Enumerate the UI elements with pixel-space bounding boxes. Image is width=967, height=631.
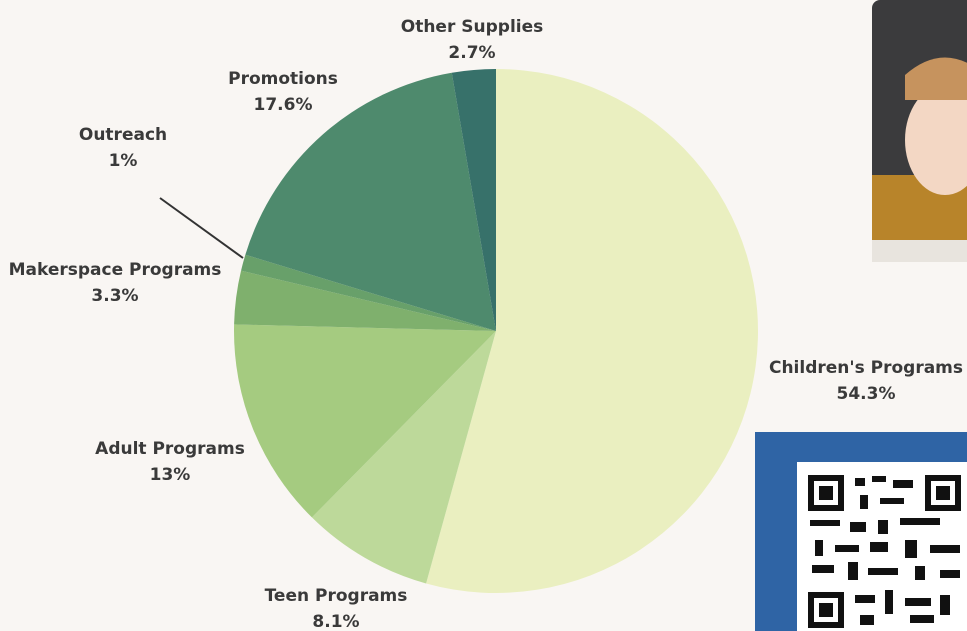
slice-label: Adult Programs (95, 439, 245, 459)
slice-label: Teen Programs (265, 586, 408, 606)
pie-slice (245, 72, 496, 332)
qr-panel (755, 432, 967, 631)
photo (872, 0, 967, 262)
slice-value-label: 3.3% (91, 286, 138, 306)
slice-label: Makerspace Programs (9, 260, 222, 280)
pie-slice (241, 254, 496, 331)
slice-label: Other Supplies (401, 17, 544, 37)
slice-value-label: 8.1% (312, 612, 359, 631)
slice-label: Promotions (228, 69, 338, 89)
slice-value-label: 1% (109, 151, 138, 171)
pie-slice (451, 69, 496, 331)
slice-value-label: 17.6% (254, 95, 313, 115)
slice-label: Children's Programs (769, 358, 963, 378)
slice-value-label: 54.3% (837, 384, 896, 404)
labels: Children's Programs 54.3% Teen Programs 8.1… (9, 17, 963, 631)
pie-slice (426, 69, 759, 594)
slice-value-label: 2.7% (448, 43, 495, 63)
pie (234, 69, 759, 594)
leader-line (159, 197, 244, 259)
pie-slice (234, 270, 496, 331)
pie-slice (311, 331, 496, 584)
pie-slice (234, 324, 496, 518)
slice-label: Outreach (79, 125, 167, 145)
slice-value-label: 13% (150, 465, 191, 485)
